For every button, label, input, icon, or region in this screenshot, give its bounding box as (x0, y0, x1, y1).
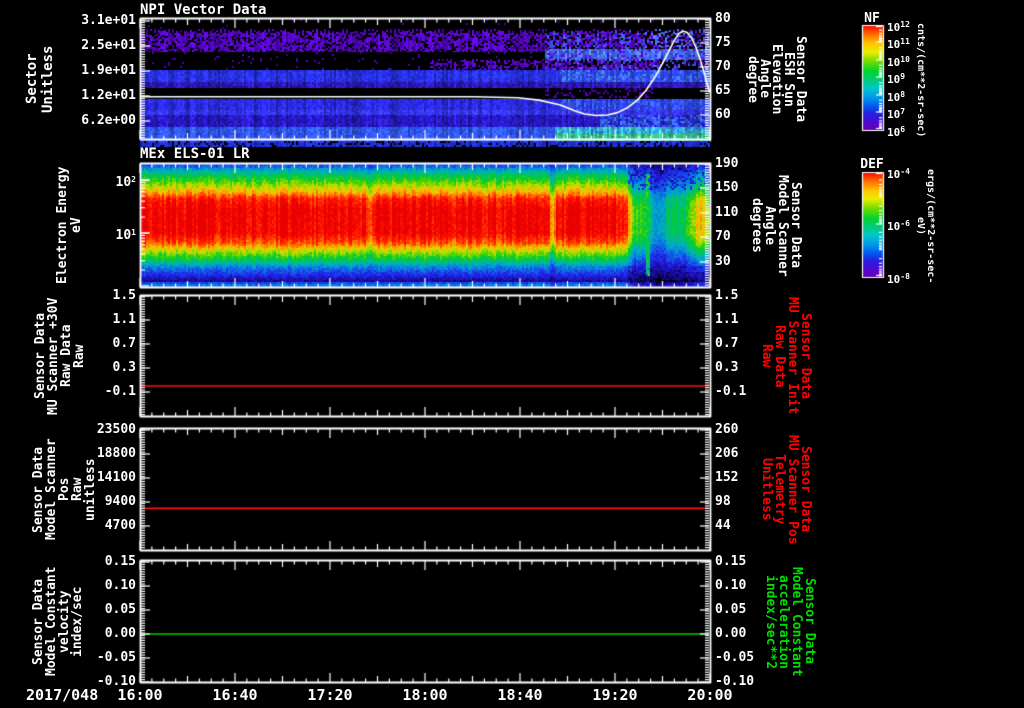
x-tick-label: 18:00 (402, 686, 448, 704)
colorbar-tick-label: 10-4 (887, 167, 910, 181)
x-tick-label: 20:00 (687, 686, 733, 704)
y-tick-label: 6.2e+00 (81, 113, 136, 128)
y-tick-label: 101 (115, 228, 136, 243)
colorbar-label-def: DEF (860, 157, 884, 172)
colorbar-tick-label: 1010 (887, 55, 910, 69)
right-y-tick-label: 75 (715, 35, 731, 50)
x-tick-label: 16:00 (117, 686, 163, 704)
right-y-tick-label: 60 (715, 107, 731, 122)
y-tick-label: 2.5e+01 (81, 38, 136, 53)
right-axis-title-scanner-angle: Sensor Data Model Scanner Angle degrees (749, 174, 803, 277)
colorbar-tick-label: 10-6 (887, 219, 910, 233)
right-axis-title-mu-scanner-init: Sensor Data MU Scanner Init Raw Data Raw (759, 297, 813, 415)
x-tick-label: 16:40 (212, 686, 258, 704)
y-tick-label: 14100 (96, 470, 136, 485)
right-y-tick-label: 1.1 (715, 312, 739, 327)
right-axis-title-model-constant-accel: Sensor Data Model Constant acceleration … (763, 566, 817, 677)
right-y-tick-label: 110 (715, 205, 739, 220)
colorbar-tick-label: 109 (887, 72, 906, 86)
y-tick-label: -0.05 (96, 650, 136, 665)
y-tick-label: 0.15 (104, 554, 136, 569)
colorbar-tick-label: 108 (887, 90, 906, 104)
right-y-tick-label: 190 (715, 156, 739, 171)
right-y-tick-label: 70 (715, 229, 731, 244)
right-y-tick-label: 0.10 (715, 578, 747, 593)
right-y-tick-label: -0.1 (715, 384, 747, 399)
right-y-tick-label: 150 (715, 180, 739, 195)
y-tick-label: -0.10 (96, 674, 136, 689)
y-tick-label: 0.3 (112, 360, 136, 375)
right-y-tick-label: 80 (715, 11, 731, 26)
colorbar-tick-label: 106 (887, 125, 906, 139)
right-y-tick-label: 152 (715, 470, 739, 485)
right-y-tick-label: 0.7 (715, 336, 739, 351)
y-tick-label: 0.05 (104, 602, 136, 617)
x-tick-label: 17:20 (307, 686, 353, 704)
y-tick-label: 1.5 (112, 288, 136, 303)
y-tick-label: 102 (115, 175, 136, 190)
right-y-tick-label: 0.15 (715, 554, 747, 569)
colorbar-label-nf: NF (864, 11, 880, 26)
y-tick-label: 0.10 (104, 578, 136, 593)
right-y-tick-label: 65 (715, 83, 731, 98)
colorbar-tick-label: 1012 (887, 20, 910, 34)
y-tick-label: -0.1 (104, 384, 136, 399)
y-tick-label: 1.2e+01 (81, 88, 136, 103)
x-tick-label: 19:20 (592, 686, 638, 704)
right-y-tick-label: 30 (715, 254, 731, 269)
colorbar-tick-label: 107 (887, 107, 906, 121)
y-tick-label: 23500 (96, 422, 136, 437)
panel-title-els: MEx ELS-01 LR (140, 146, 250, 162)
colorbar-tick-label: 1011 (887, 37, 910, 51)
y-tick-label: 0.00 (104, 626, 136, 641)
y-tick-label: 1.1 (112, 312, 136, 327)
x-tick-label: 18:40 (497, 686, 543, 704)
colorbar-tick-label: 10-8 (887, 272, 910, 286)
right-y-tick-label: 0.3 (715, 360, 739, 375)
right-y-tick-label: 260 (715, 422, 739, 437)
right-y-tick-label: 0.05 (715, 602, 747, 617)
y-tick-label: 9400 (104, 494, 136, 509)
y-tick-label: 18800 (96, 446, 136, 461)
right-y-tick-label: 0.00 (715, 626, 747, 641)
colorbar-unit-def: ergs/(cm**2-sr-sec-eV) (915, 168, 936, 284)
right-axis-title-sun-elevation: Sensor Data ESH Sun Elevation Angle degr… (745, 35, 808, 123)
right-y-tick-label: -0.05 (715, 650, 755, 665)
y-tick-label: 1.9e+01 (81, 63, 136, 78)
right-y-tick-label: 206 (715, 446, 739, 461)
right-y-tick-label: 44 (715, 518, 731, 533)
y-tick-label: 0.7 (112, 336, 136, 351)
right-y-tick-label: 98 (715, 494, 731, 509)
right-y-tick-label: 70 (715, 59, 731, 74)
y-tick-label: 3.1e+01 (81, 13, 136, 28)
right-axis-title-mu-scanner-pos: Sensor Data MU Scanner Pos Telemetry Uni… (759, 434, 813, 545)
panel-title-npi: NPI Vector Data (140, 2, 267, 18)
right-y-tick-label: -0.10 (715, 674, 755, 689)
date-label: 2017/048 (26, 686, 99, 704)
y-tick-label: 4700 (104, 518, 136, 533)
right-y-tick-label: 1.5 (715, 288, 739, 303)
colorbar-unit-nf: cnts/(cm**2-sr-sec) (915, 22, 926, 138)
